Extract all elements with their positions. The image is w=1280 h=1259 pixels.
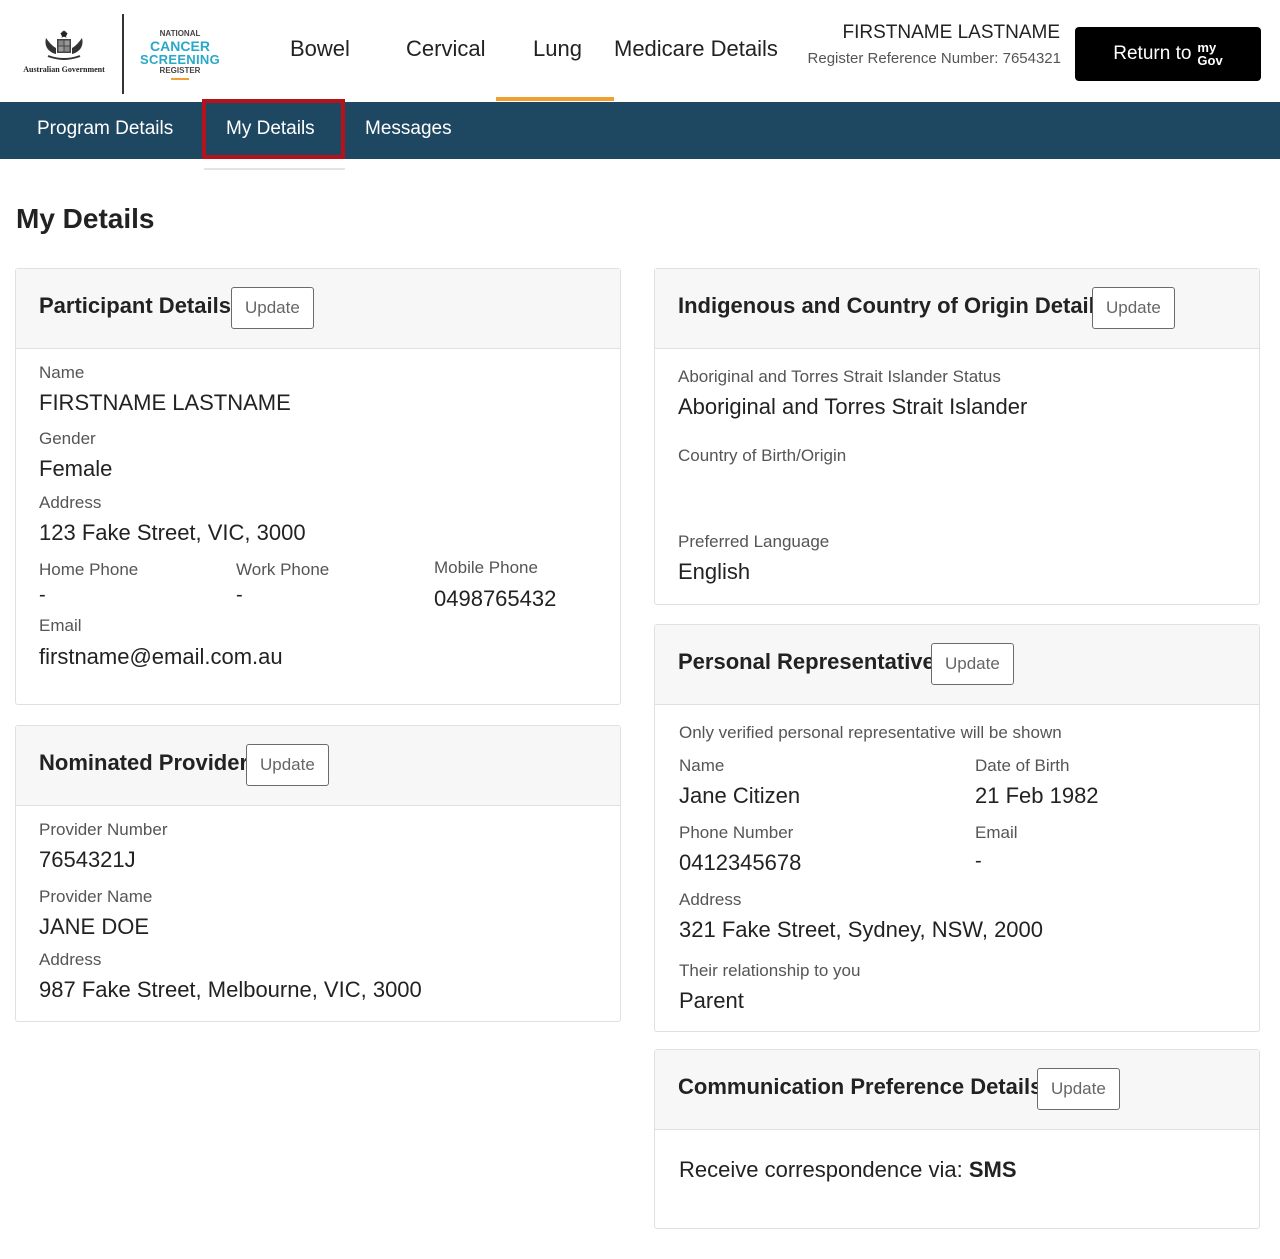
tab-messages[interactable]: Messages [365, 118, 452, 139]
rep-address-label: Address [679, 890, 742, 909]
rep-relationship-label: Their relationship to you [679, 961, 861, 980]
ncsr-logo-bar [171, 78, 189, 80]
ncsr-logo-line1: NATIONAL [159, 29, 201, 38]
gender-label: Gender [39, 429, 96, 448]
mobile-phone-value: 0498765432 [434, 586, 557, 611]
sub-navigation: Program Details My Details Messages [0, 102, 1280, 159]
update-provider-button[interactable]: Update [246, 744, 329, 786]
provider-name-label: Provider Name [39, 887, 153, 906]
mobile-phone-label: Mobile Phone [434, 558, 538, 577]
provider-number-value: 7654321J [39, 847, 136, 872]
active-tab-highlight [202, 99, 345, 159]
update-participant-button[interactable]: Update [231, 287, 314, 329]
provider-address-label: Address [39, 950, 102, 969]
gov-logo-text: Australian Government [23, 65, 105, 74]
work-phone-value: - [236, 584, 243, 606]
atsi-status-value: Aboriginal and Torres Strait Islander [678, 394, 1028, 419]
rep-phone-value: 0412345678 [679, 850, 802, 875]
card-title: Participant Details [39, 293, 231, 318]
nav-medicare-details[interactable]: Medicare Details [614, 36, 778, 61]
mygov-logo-bottom: Gov [1197, 53, 1223, 68]
update-communication-button[interactable]: Update [1037, 1068, 1120, 1110]
rep-dob-value: 21 Feb 1982 [975, 783, 1099, 808]
return-to-mygov-button[interactable]: Return to my Gov [1075, 27, 1261, 81]
home-phone-label: Home Phone [39, 560, 139, 579]
home-phone-value: - [39, 584, 46, 606]
country-label: Country of Birth/Origin [678, 446, 847, 465]
language-label: Preferred Language [678, 532, 830, 551]
rep-relationship-value: Parent [679, 988, 744, 1013]
card-header: Participant Details Update [16, 269, 620, 349]
mygov-logo-icon: my Gov [1197, 41, 1222, 67]
ncsr-logo-line3: SCREENING [140, 52, 220, 67]
correspondence-method: SMS [968, 1157, 1017, 1182]
ncsr-logo-line2: CANCER [150, 38, 210, 54]
tab-program-details[interactable]: Program Details [37, 118, 174, 139]
user-name: FIRSTNAME LASTNAME [842, 22, 1060, 43]
name-label: Name [39, 363, 85, 382]
update-representative-button[interactable]: Update [931, 643, 1014, 685]
active-tab-underline [204, 168, 345, 170]
provider-number-label: Provider Number [39, 820, 168, 839]
register-reference: Register Reference Number: 7654321 [807, 50, 1061, 67]
provider-address-value: 987 Fake Street, Melbourne, VIC, 3000 [39, 977, 422, 1002]
personal-representative-card: Personal Representative Update Only veri… [654, 624, 1260, 1032]
email-value: firstname@email.com.au [39, 644, 283, 669]
communication-preference-card: Communication Preference Details Update … [654, 1049, 1260, 1229]
card-title: Personal Representative [678, 649, 935, 674]
nav-lung[interactable]: Lung [533, 36, 582, 61]
australian-government-crest-icon [45, 30, 83, 60]
rep-dob-label: Date of Birth [975, 756, 1070, 775]
address-value: 123 Fake Street, VIC, 3000 [39, 520, 306, 545]
update-indigenous-button[interactable]: Update [1092, 287, 1175, 329]
indigenous-country-card: Indigenous and Country of Origin Details… [654, 268, 1260, 605]
card-header: Personal Representative Update [655, 625, 1259, 705]
australian-government-logo[interactable]: Australian Government [14, 28, 114, 82]
card-title: Indigenous and Country of Origin Details [678, 293, 1108, 318]
nav-active-underline [496, 97, 614, 101]
email-label: Email [39, 616, 82, 635]
site-header: Australian Government NATIONAL CANCER SC… [0, 0, 1280, 102]
nav-cervical[interactable]: Cervical [406, 36, 486, 61]
ncsr-logo-line4: REGISTER [159, 66, 201, 75]
rep-address-value: 321 Fake Street, Sydney, NSW, 2000 [679, 917, 1044, 942]
work-phone-label: Work Phone [236, 560, 330, 579]
page-title: My Details [16, 203, 155, 234]
representative-note: Only verified personal representative wi… [679, 723, 1062, 742]
gender-value: Female [39, 456, 113, 481]
provider-name-value: JANE DOE [39, 914, 150, 939]
rep-phone-label: Phone Number [679, 823, 794, 842]
rep-email-value: - [975, 850, 982, 872]
logo-divider [122, 14, 124, 94]
correspondence-preference: Receive correspondence via: SMS [679, 1157, 1017, 1183]
rep-name-label: Name [679, 756, 725, 775]
language-value: English [678, 559, 751, 584]
participant-details-card: Participant Details Update Name FIRSTNAM… [15, 268, 621, 705]
tab-my-details[interactable]: My Details [226, 118, 315, 139]
ncsr-logo[interactable]: NATIONAL CANCER SCREENING REGISTER [136, 30, 224, 86]
atsi-status-label: Aboriginal and Torres Strait Islander St… [678, 367, 1001, 386]
nav-bowel[interactable]: Bowel [290, 36, 350, 61]
card-header: Nominated Provider Update [16, 726, 620, 806]
correspondence-prefix: Receive correspondence via: [679, 1157, 963, 1182]
return-to-label: Return to [1113, 43, 1192, 64]
card-header: Communication Preference Details Update [655, 1050, 1259, 1130]
name-value: FIRSTNAME LASTNAME [39, 390, 291, 415]
rep-email-label: Email [975, 823, 1018, 842]
mygov-logo-top: my [1197, 40, 1217, 55]
nominated-provider-card: Nominated Provider Update Provider Numbe… [15, 725, 621, 1022]
rep-name-value: Jane Citizen [679, 783, 801, 808]
card-title: Nominated Provider [39, 750, 249, 775]
card-header: Indigenous and Country of Origin Details… [655, 269, 1259, 349]
card-title: Communication Preference Details [678, 1074, 1043, 1099]
address-label: Address [39, 493, 102, 512]
